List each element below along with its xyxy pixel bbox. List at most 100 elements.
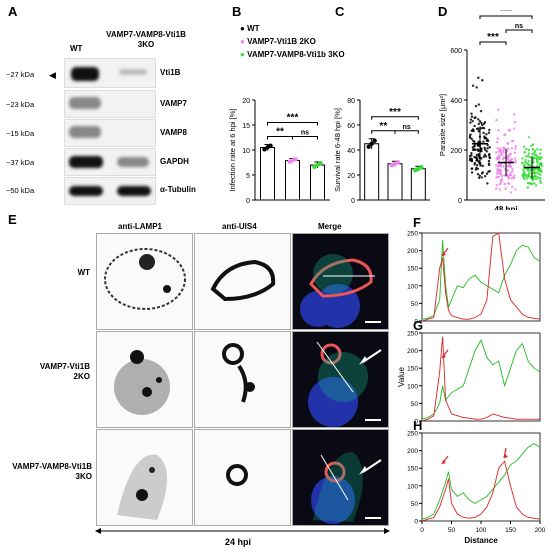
y-tick-label: 0: [414, 519, 418, 526]
data-point: [512, 127, 516, 130]
sig-bracket-3: [479, 15, 533, 19]
panel-label-e: E: [8, 212, 17, 227]
data-point: [488, 146, 492, 149]
chart-legend: ● WT ● VAMP7-Vti1B 2KO ● VAMP7-VAMP8-Vti…: [240, 24, 345, 63]
data-point: [509, 171, 512, 174]
data-point: [470, 115, 474, 118]
sig-bracket-2-label: ns: [403, 124, 411, 131]
data-point: [372, 138, 377, 143]
chart-h: 0 50 100 150 200 250 0 50 100 150 200 Distance: [407, 431, 546, 546]
data-point: [527, 136, 530, 139]
data-point: [474, 148, 477, 152]
data-point: [533, 156, 536, 159]
image-3ko-uis4: [194, 429, 291, 526]
sig-bracket-1-label: **: [276, 127, 284, 138]
data-point: [506, 142, 509, 145]
col-header-merge: Merge: [318, 222, 342, 231]
data-point: [527, 160, 531, 163]
data-point: [470, 129, 473, 132]
chart-g: 0 50 100 150 200 250 Value: [398, 331, 541, 426]
data-point: [510, 176, 513, 180]
mw-label-1: ~27 kDa: [6, 70, 35, 79]
x-axis-label: Distance: [464, 536, 498, 545]
data-point: [534, 178, 538, 181]
series-line-red: [421, 232, 541, 322]
data-point: [475, 127, 479, 131]
data-point: [474, 104, 478, 108]
data-point: [509, 165, 512, 168]
y-tick-label: 0: [458, 198, 462, 205]
data-point: [470, 167, 473, 171]
data-point: [497, 175, 500, 179]
data-point: [497, 150, 500, 154]
data-point: [479, 109, 483, 113]
y-tick-label: 0: [414, 319, 418, 326]
arrowhead-icon: ◀: [49, 70, 56, 80]
data-point: [524, 158, 527, 162]
data-point: [502, 156, 505, 159]
data-point: [534, 153, 538, 157]
blot-strip-vamp7: [64, 90, 156, 118]
data-point: [514, 147, 517, 150]
data-point: [508, 129, 512, 132]
data-point: [537, 169, 540, 173]
data-point: [521, 162, 524, 165]
mw-label-4: ~37 kDa: [6, 158, 35, 167]
data-point: [523, 151, 527, 154]
data-point: [503, 174, 506, 177]
annotation-arrow-icon-head: [442, 252, 446, 256]
y-tick-label: 20: [347, 173, 355, 180]
data-point: [472, 148, 475, 152]
panel-label-g: G: [413, 318, 424, 333]
data-point: [478, 161, 482, 164]
data-point: [528, 155, 532, 159]
chart-f: 0 50 100 150 200 250: [407, 231, 541, 326]
data-point: [483, 148, 487, 151]
sig-bracket-3: [267, 122, 318, 126]
y-tick-label: 150: [407, 366, 418, 373]
data-point: [483, 153, 487, 156]
y-tick-label: 100: [407, 283, 418, 290]
data-point: [470, 151, 473, 155]
panel-label-h: H: [413, 418, 423, 433]
data-point: [536, 156, 540, 159]
data-point: [477, 144, 480, 148]
data-point: [498, 148, 502, 151]
data-point: [522, 168, 525, 172]
data-point: [528, 168, 531, 171]
image-2ko-lamp1: [96, 331, 193, 428]
data-point: [479, 163, 482, 166]
y-axis-label: Survival rate 6-48 hpi [%]: [333, 108, 342, 192]
data-point: [527, 182, 531, 185]
data-point: [498, 172, 502, 175]
annotation-arrow-icon-head: [504, 454, 508, 458]
data-point: [477, 149, 480, 153]
data-point: [539, 180, 542, 183]
plot-frame: [421, 332, 541, 422]
data-point: [509, 153, 512, 156]
mw-label-3: ~15 kDa: [6, 129, 35, 138]
panel-label-d: D: [438, 4, 448, 19]
row-header-2ko: VAMP7-Vti1B 2KO: [39, 362, 90, 381]
y-tick-label: 40: [347, 148, 355, 155]
data-point: [471, 139, 475, 143]
bar: [410, 168, 426, 201]
y-tick-label: 0: [351, 198, 355, 205]
data-point: [477, 154, 480, 158]
data-point: [525, 162, 528, 165]
y-tick-label: 50: [411, 501, 419, 508]
data-point: [477, 122, 481, 126]
data-point: [532, 177, 536, 180]
y-tick-label: 600: [450, 48, 462, 55]
mw-label-2: ~23 kDa: [6, 100, 35, 109]
data-point: [513, 113, 516, 116]
data-point: [494, 151, 498, 154]
data-point: [477, 176, 481, 180]
data-point: [474, 168, 478, 171]
data-point: [527, 163, 530, 166]
y-tick-label: 20: [242, 98, 250, 105]
data-point: [478, 120, 482, 123]
data-point: [511, 139, 515, 143]
timepoint-label: 24 hpi: [225, 537, 252, 547]
data-point: [514, 161, 517, 164]
